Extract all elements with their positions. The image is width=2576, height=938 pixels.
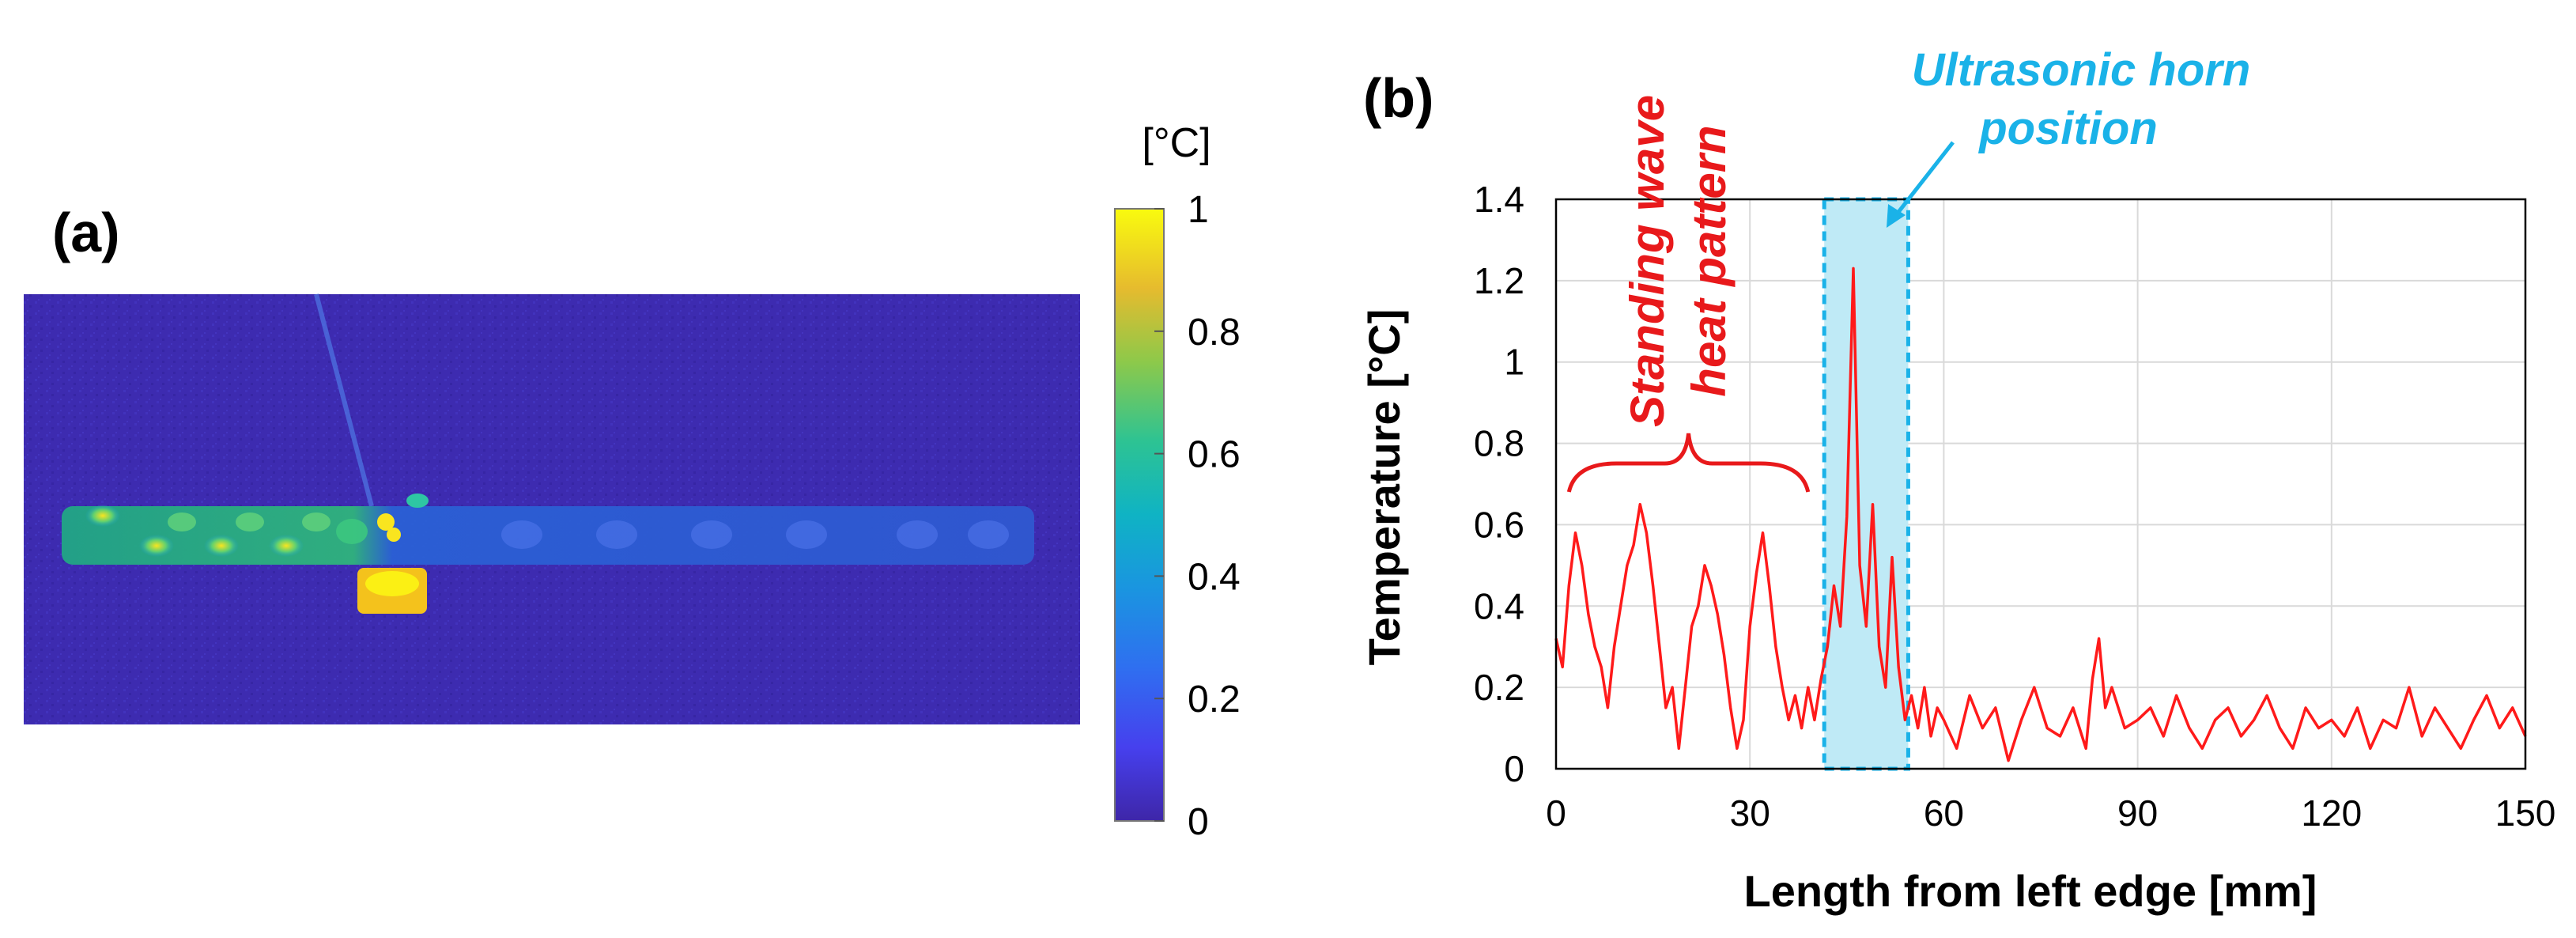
colorbar-tick-label: 0.4 <box>1188 556 1241 598</box>
y-tick-label: 1.2 <box>1474 260 1524 301</box>
x-tick-label: 0 <box>1546 792 1566 834</box>
horn-position-region <box>1822 197 1910 771</box>
horn-arrow-head <box>1887 204 1906 228</box>
horn-text-line1: Ultrasonic horn <box>1912 44 2251 96</box>
horn-arrow <box>1894 141 1955 217</box>
colorbar-unit: [°C] <box>1142 120 1211 166</box>
colorbar: [°C] 0 0.2 0.4 0.6 0.8 1 <box>1114 120 1241 843</box>
y-tick-label: 0 <box>1504 748 1524 789</box>
colorbar-tick-label: 0 <box>1188 801 1209 843</box>
x-tick-label: 120 <box>2301 792 2362 834</box>
colorbar-ticks: 0 0.2 0.4 0.6 0.8 1 <box>1154 189 1241 843</box>
y-tick-label: 0.6 <box>1474 504 1524 545</box>
specimen-strip <box>62 506 1034 565</box>
y-tick-label: 0.8 <box>1474 423 1524 464</box>
standing-wave-text-line1: Standing wave <box>1621 95 1674 427</box>
standing-wave-text-line2: heat pattern <box>1683 125 1736 396</box>
colorbar-tick-label: 1 <box>1188 189 1209 231</box>
x-tick-label: 30 <box>1730 792 1770 834</box>
colorbar-tick-label: 0.2 <box>1188 679 1241 721</box>
y-axis-label: Temperature [°C] <box>1359 309 1409 666</box>
x-tick-label: 60 <box>1924 792 1964 834</box>
horn-tip-trace <box>314 293 374 507</box>
standing-wave-brace <box>1566 433 1811 493</box>
panel-a-label: (a) <box>52 202 120 263</box>
panel-a: (a) <box>24 120 1241 843</box>
y-tick-label: 1 <box>1504 342 1524 383</box>
standing-wave-annotation: Standing wave heat pattern <box>1566 95 1811 493</box>
panel-b-label: (b) <box>1363 67 1433 129</box>
panel-b: (b) 0 30 60 90 120 150 0 0.2 0.4 0.6 0.8 1 1.2 1.4 L… <box>1359 44 2555 916</box>
y-tick-label: 0.4 <box>1474 585 1524 626</box>
thermal-image <box>24 293 1080 724</box>
x-tick-label: 90 <box>2117 792 2158 834</box>
horn-text-line2: position <box>1977 103 2158 154</box>
y-tick-label: 0.2 <box>1474 667 1524 708</box>
plot-frame <box>1554 198 2527 770</box>
colorbar-tick-label: 0.8 <box>1188 312 1241 354</box>
y-tick-labels: 0 0.2 0.4 0.6 0.8 1 1.2 1.4 <box>1474 179 1524 789</box>
standing-wave-hotspots <box>85 494 429 557</box>
series-line-temperature <box>1554 267 2527 762</box>
faint-pattern-right <box>501 520 1009 549</box>
x-axis-label: Length from left edge [mm] <box>1744 866 2317 916</box>
colorbar-gradient <box>1114 208 1165 822</box>
x-tick-labels: 0 30 60 90 120 150 <box>1546 792 2555 834</box>
line-chart: 0 30 60 90 120 150 0 0.2 0.4 0.6 0.8 1 1.2 1.4 <box>1474 179 2555 834</box>
horn-annotation: Ultrasonic horn position <box>1887 44 2250 228</box>
x-tick-label: 150 <box>2495 792 2556 834</box>
colorbar-tick-label: 0.6 <box>1188 434 1241 476</box>
y-tick-label: 1.4 <box>1474 179 1524 220</box>
